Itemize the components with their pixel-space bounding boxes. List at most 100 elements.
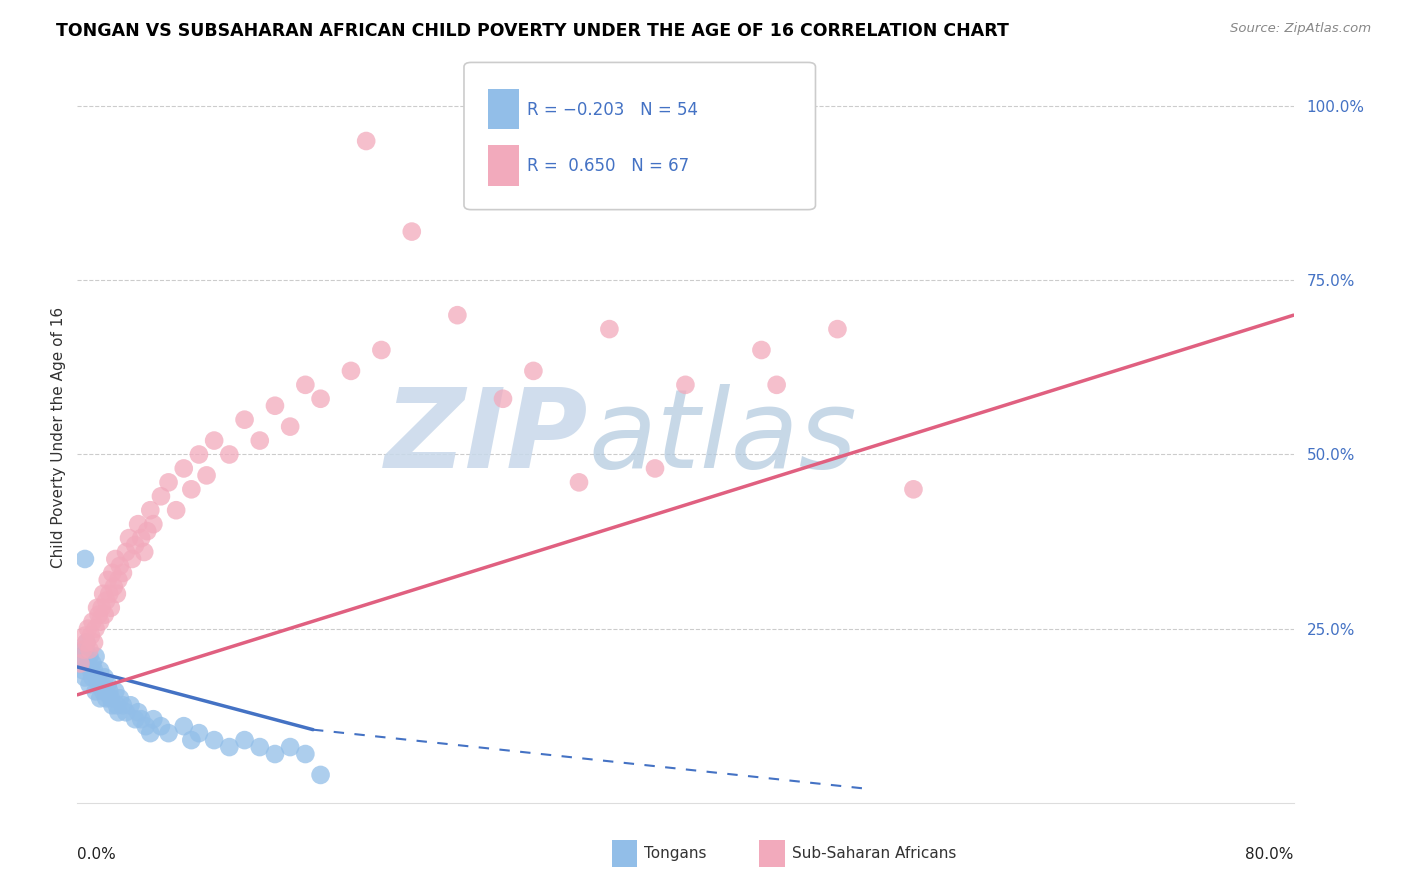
Text: Sub-Saharan Africans: Sub-Saharan Africans xyxy=(792,847,956,861)
Point xyxy=(149,719,172,733)
Point xyxy=(103,580,125,594)
Point xyxy=(278,740,301,755)
Point xyxy=(89,691,111,706)
Point xyxy=(73,552,96,566)
Point xyxy=(105,587,128,601)
Point xyxy=(675,377,697,392)
Point xyxy=(73,642,96,657)
Point xyxy=(118,531,141,545)
Point xyxy=(644,461,666,475)
Text: R =  0.650   N = 67: R = 0.650 N = 67 xyxy=(527,157,689,175)
Point xyxy=(135,719,157,733)
Point xyxy=(91,587,114,601)
Point xyxy=(77,622,100,636)
Point xyxy=(903,483,925,497)
Point xyxy=(142,517,165,532)
Point xyxy=(82,657,104,671)
Point xyxy=(157,726,180,740)
Point xyxy=(93,607,115,622)
Point xyxy=(86,670,108,684)
Point xyxy=(264,747,287,761)
Point xyxy=(73,629,96,643)
Point xyxy=(340,364,363,378)
Point xyxy=(309,768,332,782)
Point xyxy=(522,364,544,378)
Point xyxy=(90,677,112,691)
Point xyxy=(96,594,118,608)
Point xyxy=(751,343,773,357)
Point xyxy=(278,419,301,434)
Point xyxy=(86,600,108,615)
Text: 0.0%: 0.0% xyxy=(77,847,117,862)
Text: TONGAN VS SUBSAHARAN AFRICAN CHILD POVERTY UNDER THE AGE OF 16 CORRELATION CHART: TONGAN VS SUBSAHARAN AFRICAN CHILD POVER… xyxy=(56,22,1010,40)
Point xyxy=(120,698,142,713)
Point xyxy=(87,677,110,691)
Point xyxy=(75,635,97,649)
Point xyxy=(765,377,787,392)
Point xyxy=(111,698,134,713)
Point xyxy=(91,684,114,698)
Point xyxy=(101,566,124,580)
Point xyxy=(83,635,105,649)
Point xyxy=(157,475,180,490)
Text: ZIP: ZIP xyxy=(385,384,588,491)
Point xyxy=(202,733,225,747)
Point xyxy=(129,531,152,545)
Point xyxy=(73,670,96,684)
Point xyxy=(446,308,468,322)
Point xyxy=(124,712,146,726)
Point xyxy=(72,664,94,678)
Point xyxy=(108,691,131,706)
Text: 80.0%: 80.0% xyxy=(1246,847,1294,862)
Point xyxy=(70,657,93,671)
Point xyxy=(107,705,129,719)
Point xyxy=(129,712,152,726)
Text: R = −0.203   N = 54: R = −0.203 N = 54 xyxy=(527,101,699,119)
Point xyxy=(121,552,143,566)
Point xyxy=(90,600,112,615)
Point xyxy=(264,399,287,413)
Point xyxy=(218,448,240,462)
Point xyxy=(139,726,162,740)
Point xyxy=(100,600,122,615)
Point xyxy=(492,392,515,406)
Point xyxy=(354,134,377,148)
Point xyxy=(101,698,124,713)
Point xyxy=(97,573,120,587)
Point xyxy=(218,740,240,755)
Point xyxy=(98,684,121,698)
Point xyxy=(80,664,103,678)
Point xyxy=(82,615,104,629)
Point xyxy=(93,670,115,684)
Y-axis label: Child Poverty Under the Age of 16: Child Poverty Under the Age of 16 xyxy=(51,307,66,567)
Point xyxy=(79,677,101,691)
Point xyxy=(98,587,121,601)
Point xyxy=(105,698,128,713)
Point xyxy=(233,412,256,426)
Point xyxy=(180,483,202,497)
Point xyxy=(127,517,149,532)
Point xyxy=(115,705,138,719)
Point xyxy=(80,629,103,643)
Point xyxy=(139,503,162,517)
Point xyxy=(202,434,225,448)
Point xyxy=(89,615,111,629)
Point xyxy=(84,622,107,636)
Point xyxy=(100,691,122,706)
Text: Source: ZipAtlas.com: Source: ZipAtlas.com xyxy=(1230,22,1371,36)
Point xyxy=(69,657,91,671)
Point xyxy=(89,664,111,678)
Point xyxy=(136,524,159,538)
Point xyxy=(127,705,149,719)
Point xyxy=(75,635,97,649)
Point xyxy=(165,503,187,517)
Point xyxy=(294,377,316,392)
Point xyxy=(97,677,120,691)
Point xyxy=(72,642,94,657)
Point xyxy=(115,545,138,559)
Point xyxy=(149,489,172,503)
Point xyxy=(77,657,100,671)
Point xyxy=(309,392,332,406)
Text: atlas: atlas xyxy=(588,384,856,491)
Point xyxy=(84,649,107,664)
